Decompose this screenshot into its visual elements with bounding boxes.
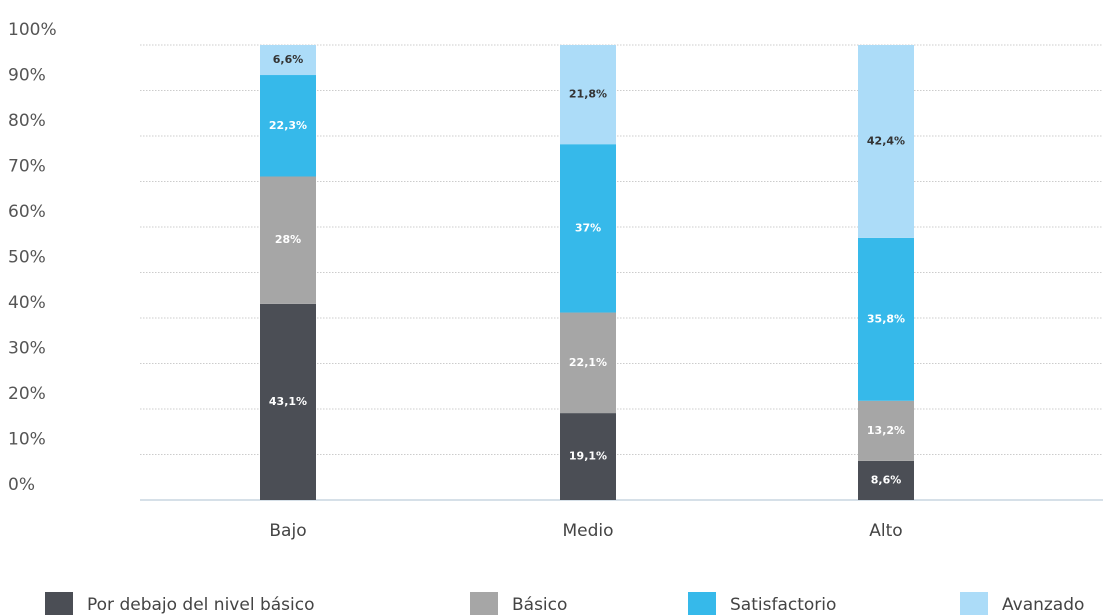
- data-label: 42,4%: [867, 134, 905, 147]
- data-label: 35,8%: [867, 312, 905, 325]
- y-tick-label: 20%: [8, 384, 46, 404]
- legend-label: Por debajo del nivel básico: [87, 595, 314, 615]
- data-label: 13,2%: [867, 424, 905, 437]
- legend-swatch: [45, 592, 73, 615]
- data-label: 43,1%: [269, 395, 307, 408]
- y-tick-label: 70%: [8, 157, 46, 177]
- x-tick-label: Medio: [562, 521, 613, 541]
- data-label: 19,1%: [569, 450, 607, 463]
- bar-segment: [560, 312, 616, 414]
- data-label: 8,6%: [871, 473, 902, 486]
- bar-segment: [858, 460, 914, 500]
- y-tick-label: 60%: [8, 202, 46, 222]
- y-tick-label: 80%: [8, 111, 46, 131]
- legend-label: Básico: [512, 595, 567, 615]
- legend-swatch: [960, 592, 988, 615]
- y-tick-label: 100%: [8, 20, 57, 40]
- data-label: 28%: [275, 233, 301, 246]
- bar-segment: [858, 400, 914, 461]
- y-tick-label: 90%: [8, 66, 46, 86]
- bar-segment: [560, 413, 616, 500]
- x-tick-label: Bajo: [269, 521, 306, 541]
- legend-swatch: [688, 592, 716, 615]
- y-tick-label: 0%: [8, 475, 35, 495]
- data-label: 21,8%: [569, 88, 607, 101]
- bar-segment: [260, 303, 316, 500]
- y-tick-label: 10%: [8, 430, 46, 450]
- bar-segment: [858, 237, 914, 401]
- data-label: 22,1%: [569, 356, 607, 369]
- y-tick-label: 30%: [8, 339, 46, 359]
- bar-segment: [260, 45, 316, 76]
- bar-segment: [560, 144, 616, 313]
- y-tick-label: 50%: [8, 248, 46, 268]
- data-label: 22,3%: [269, 119, 307, 132]
- legend-swatch: [470, 592, 498, 615]
- data-label: 37%: [575, 221, 601, 234]
- y-tick-label: 40%: [8, 293, 46, 313]
- data-label: 6,6%: [273, 53, 304, 66]
- x-tick-label: Alto: [869, 521, 902, 541]
- bar-segment: [560, 45, 616, 145]
- legend-label: Satisfactorio: [730, 595, 836, 615]
- legend-label: Avanzado: [1002, 595, 1084, 615]
- bar-segment: [260, 75, 316, 177]
- bar-segment: [858, 45, 914, 238]
- bar-segment: [260, 176, 316, 304]
